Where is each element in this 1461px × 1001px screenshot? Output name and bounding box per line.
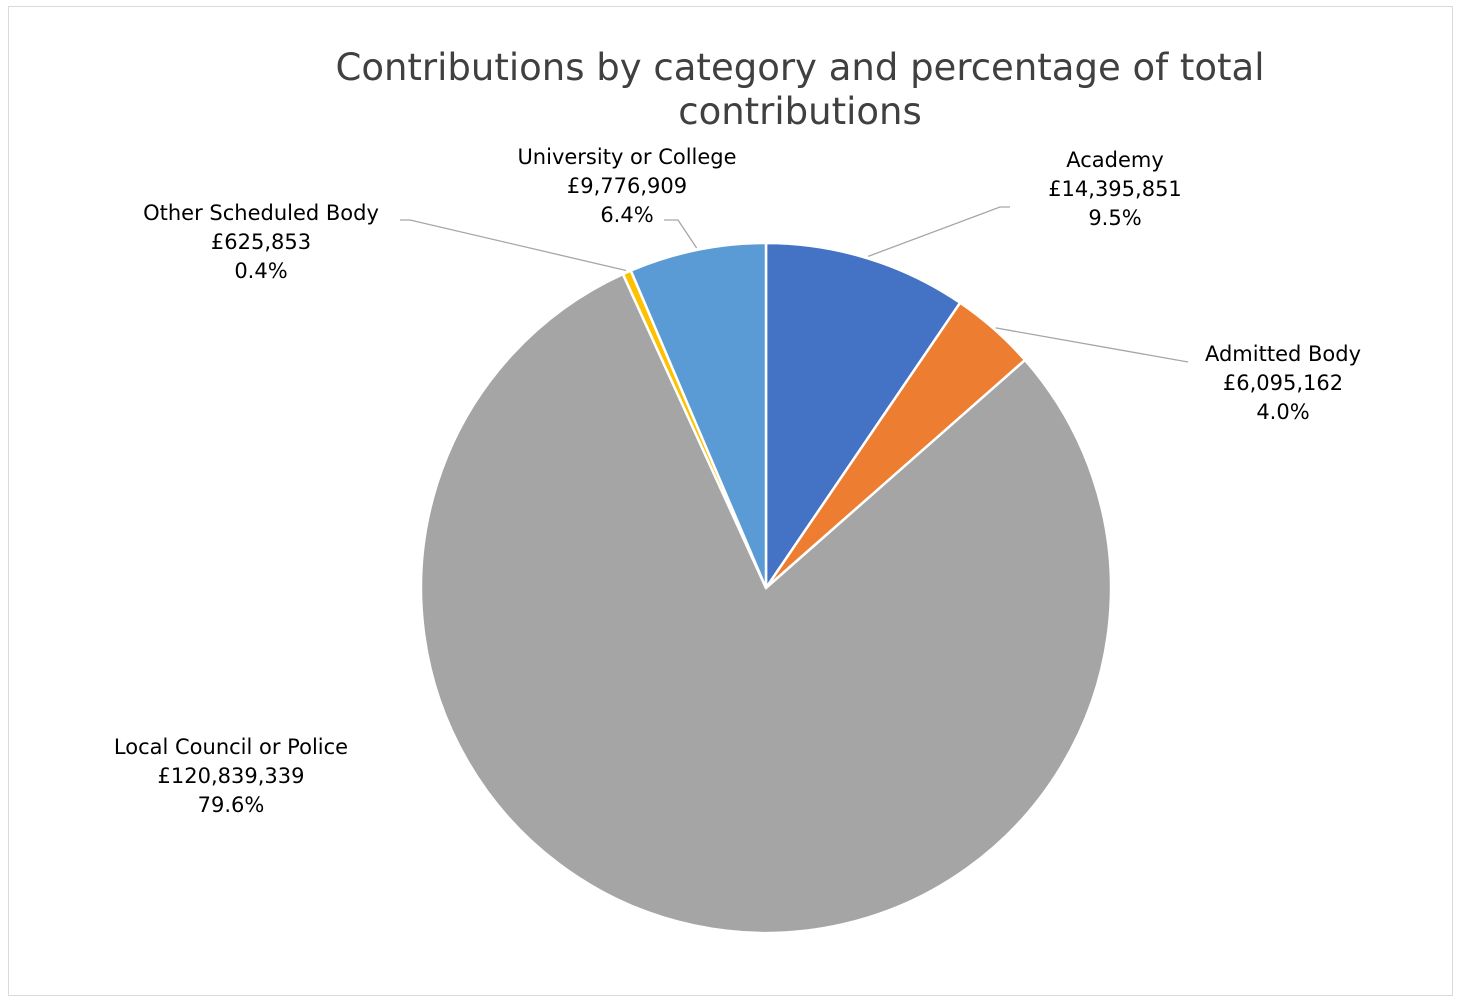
leader-line-other-scheduled-body [400, 219, 627, 272]
pie-slice-academy[interactable] [764, 241, 962, 590]
data-label-university-or-college: University or College £9,776,909 6.4% [517, 145, 736, 227]
data-label-academy: Academy £14,395,851 9.5% [1048, 148, 1182, 230]
label-name: Local Council or Police [114, 735, 348, 759]
data-label-other-scheduled-body: Other Scheduled Body £625,853 0.4% [143, 201, 379, 283]
label-amount: £6,095,162 [1223, 371, 1343, 395]
label-name: Academy [1066, 148, 1164, 172]
data-labels: Academy £14,395,851 9.5% Admitted Body £6,09… [114, 145, 1361, 817]
label-name: University or College [517, 145, 736, 169]
label-amount: £14,395,851 [1048, 177, 1182, 201]
label-percent: 0.4% [234, 259, 287, 283]
label-percent: 6.4% [600, 203, 653, 227]
data-label-admitted-body: Admitted Body £6,095,162 4.0% [1205, 342, 1361, 424]
leader-lines [400, 206, 1189, 363]
leader-line-academy [867, 206, 1010, 257]
label-percent: 79.6% [198, 793, 265, 817]
label-name: Admitted Body [1205, 342, 1361, 366]
label-amount: £625,853 [211, 230, 311, 254]
pie-slice-local-council-or-police[interactable] [419, 272, 1113, 935]
label-percent: 4.0% [1256, 400, 1309, 424]
pie-slices [419, 241, 1113, 935]
label-percent: 9.5% [1088, 206, 1141, 230]
leader-line-admitted-body [995, 327, 1189, 363]
chart-title-line-1: Contributions by category and percentage… [336, 46, 1265, 89]
data-label-local-council-or-police: Local Council or Police £120,839,339 79.6% [114, 735, 348, 817]
label-amount: £120,839,339 [158, 764, 305, 788]
pie-slice-university-or-college[interactable] [629, 241, 768, 590]
label-name: Other Scheduled Body [143, 201, 379, 225]
label-amount: £9,776,909 [567, 174, 687, 198]
chart-title-line-2: contributions [678, 90, 922, 133]
leader-line-university-or-college [664, 219, 698, 249]
